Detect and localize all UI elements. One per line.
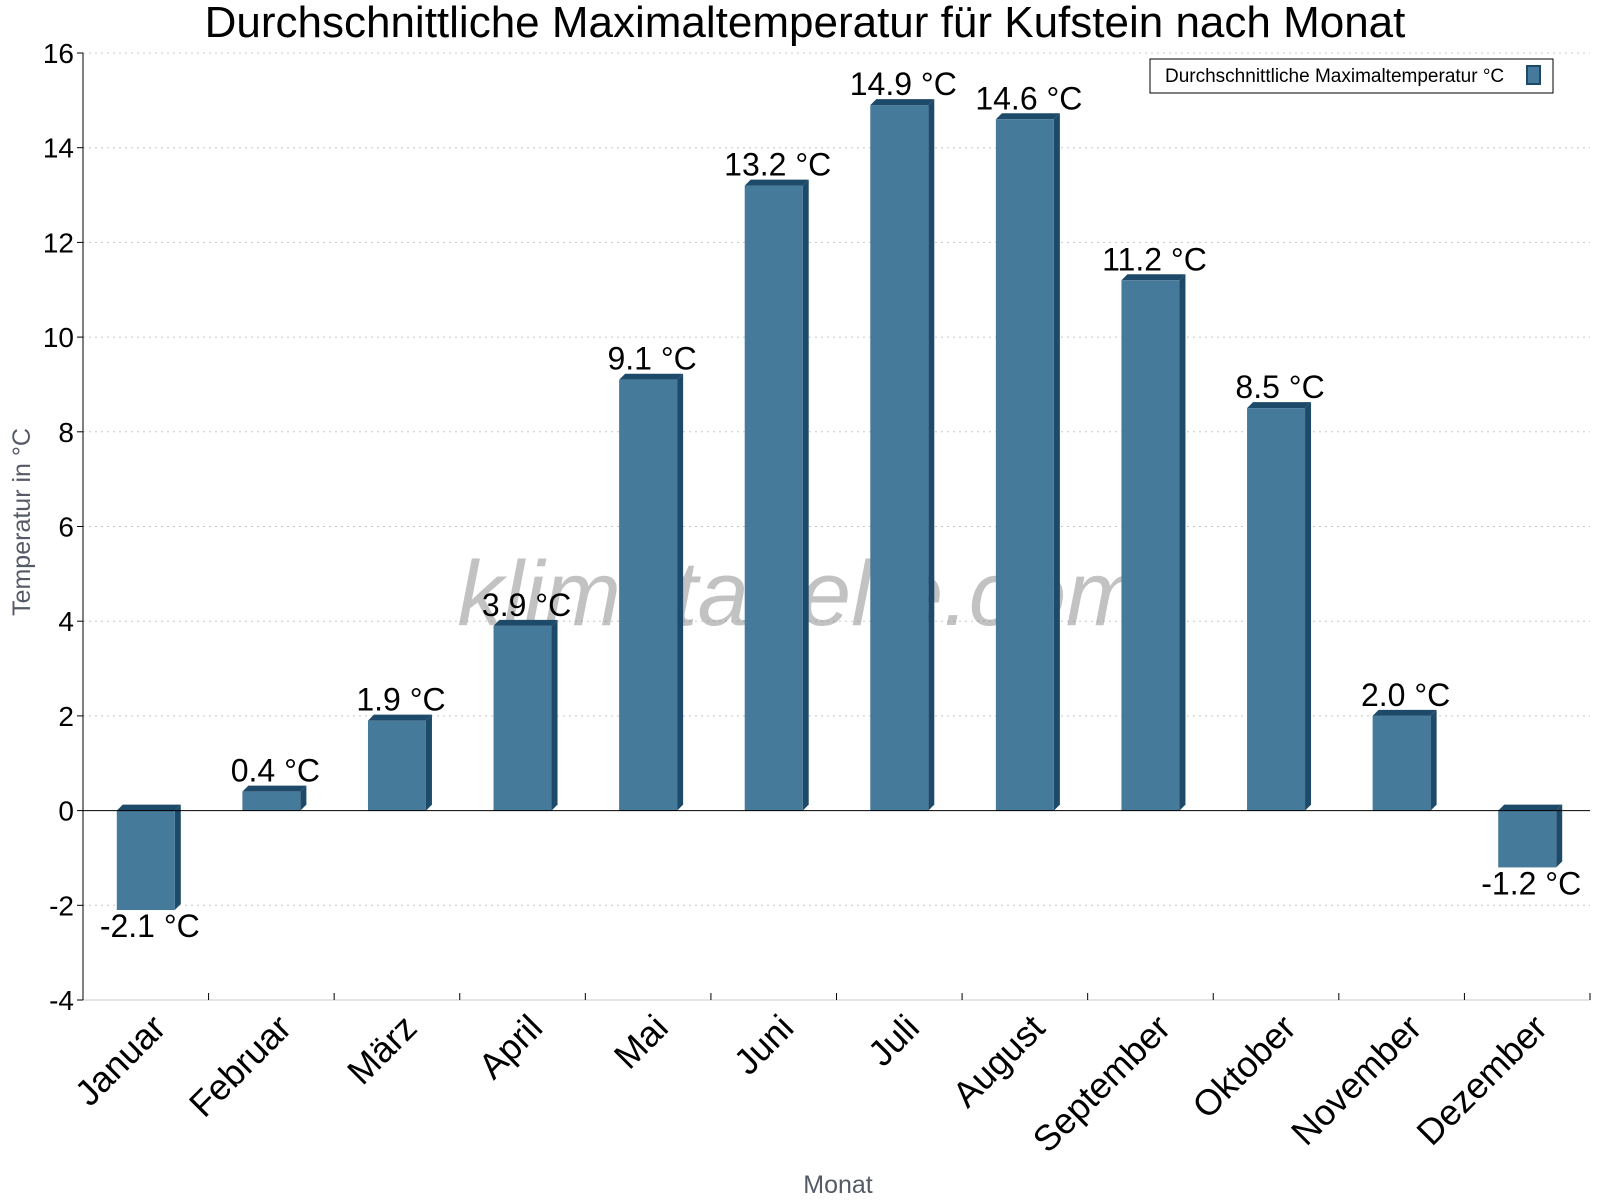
bar-side (1430, 709, 1437, 811)
y-tick-label: -4 (49, 985, 74, 1016)
bar-juni (744, 179, 809, 811)
bar-front (116, 810, 175, 911)
x-tick-label: März (339, 1007, 425, 1093)
x-tick-label: November (1283, 1007, 1429, 1153)
x-tick-label: Februar (181, 1007, 299, 1125)
legend: Durchschnittliche Maximaltemperatur °C (1149, 58, 1554, 94)
data-label: 14.9 °C (850, 66, 957, 102)
data-label: 1.9 °C (356, 682, 445, 718)
bar-top (242, 785, 307, 792)
y-tick-label: 8 (58, 417, 74, 448)
data-label: 2.0 °C (1361, 677, 1450, 713)
x-tick-label: Dezember (1408, 1007, 1554, 1153)
bar-april (493, 619, 558, 811)
data-label: -2.1 °C (100, 908, 200, 944)
bar-front (1372, 715, 1431, 811)
x-tick-label: September (1025, 1007, 1179, 1161)
x-tick-label: April (470, 1007, 550, 1087)
data-label: -1.2 °C (1481, 865, 1581, 901)
bar-top (744, 179, 809, 186)
bar-mai (619, 373, 684, 811)
x-tick-label: August (944, 1007, 1052, 1115)
bar-side (551, 619, 558, 811)
bar-top (619, 373, 684, 380)
bar-dezember (1498, 804, 1563, 868)
x-tick-label: Juli (860, 1007, 927, 1074)
legend-entry-label: Durchschnittliche Maximaltemperatur °C (1165, 66, 1504, 87)
x-tick-label: Oktober (1184, 1007, 1304, 1127)
bar-top (367, 714, 432, 721)
bar-side (1305, 402, 1312, 811)
bar-side (300, 785, 307, 811)
data-label: 3.9 °C (482, 587, 571, 623)
legend-swatch (1526, 65, 1541, 85)
bar-front (619, 379, 678, 811)
bar-front (1247, 408, 1306, 811)
bar-top (870, 99, 935, 106)
bar-januar (116, 804, 181, 911)
data-labels: -2.1 °C 0.4 °C 1.9 °C 3.9 °C 9.1 °C 13.2 °C 14… (100, 66, 1581, 944)
bar-front (995, 119, 1054, 811)
bar-front (493, 625, 552, 811)
bar-front (744, 185, 803, 811)
bar-front (1498, 810, 1557, 868)
bar-top (493, 619, 558, 626)
bars (116, 99, 1563, 911)
x-axis-ticks: Januar Februar März April Mai Juni Juli AugustS… (67, 993, 1591, 1161)
data-label: 9.1 °C (607, 341, 696, 377)
bar-februar (242, 785, 307, 811)
data-label: 13.2 °C (724, 147, 831, 183)
y-axis-ticks: -4 -2 0 2 4 6 8 10 12 14 16 (43, 38, 83, 1016)
bar-side (928, 99, 935, 811)
bar-side (1053, 113, 1060, 811)
legend-box (1149, 58, 1554, 94)
data-label: 11.2 °C (1102, 241, 1207, 277)
y-tick-label: 4 (58, 606, 74, 637)
bar-front (242, 791, 301, 811)
x-tick-label: Mai (606, 1007, 676, 1077)
bar-side (1556, 804, 1563, 868)
bar-front (870, 105, 929, 811)
x-tick-label: Januar (67, 1007, 174, 1114)
bar-top (1247, 402, 1312, 409)
bar-september (1121, 274, 1186, 811)
data-label: 14.6 °C (975, 80, 1082, 116)
y-tick-label: 2 (58, 701, 74, 732)
bar-top (1121, 274, 1186, 281)
y-tick-label: 6 (58, 512, 74, 543)
bar-side (174, 804, 181, 911)
data-label: 0.4 °C (231, 753, 320, 789)
bar-november (1372, 709, 1437, 811)
bar-märz (367, 714, 432, 811)
bar-front (367, 720, 426, 811)
bar-top (1372, 709, 1437, 716)
bar-august (995, 113, 1060, 811)
data-label: 8.5 °C (1235, 369, 1324, 405)
bar-top (1498, 804, 1563, 811)
y-tick-label: 12 (43, 227, 74, 258)
bar-side (677, 373, 684, 811)
y-tick-label: 16 (43, 38, 74, 69)
y-tick-label: 10 (43, 322, 74, 353)
bar-juli (870, 99, 935, 811)
bar-side (425, 714, 432, 811)
x-axis-label: Monat (803, 1171, 873, 1199)
chart-title: Durchschnittliche Maximaltemperatur für … (205, 0, 1406, 47)
y-tick-label: -2 (49, 890, 74, 921)
axes (82, 53, 1590, 1001)
bar-top (116, 804, 181, 811)
gridlines (83, 52, 1590, 1001)
y-tick-label: 14 (43, 133, 74, 164)
bar-side (1179, 274, 1186, 811)
y-axis-label: Temperatur in °C (8, 428, 36, 616)
x-tick-label: Juni (726, 1007, 802, 1083)
bar-side (802, 179, 809, 811)
bar-oktober (1247, 402, 1312, 811)
bar-top (995, 113, 1060, 120)
bar-front (1121, 280, 1180, 811)
y-tick-label: 0 (58, 796, 74, 827)
